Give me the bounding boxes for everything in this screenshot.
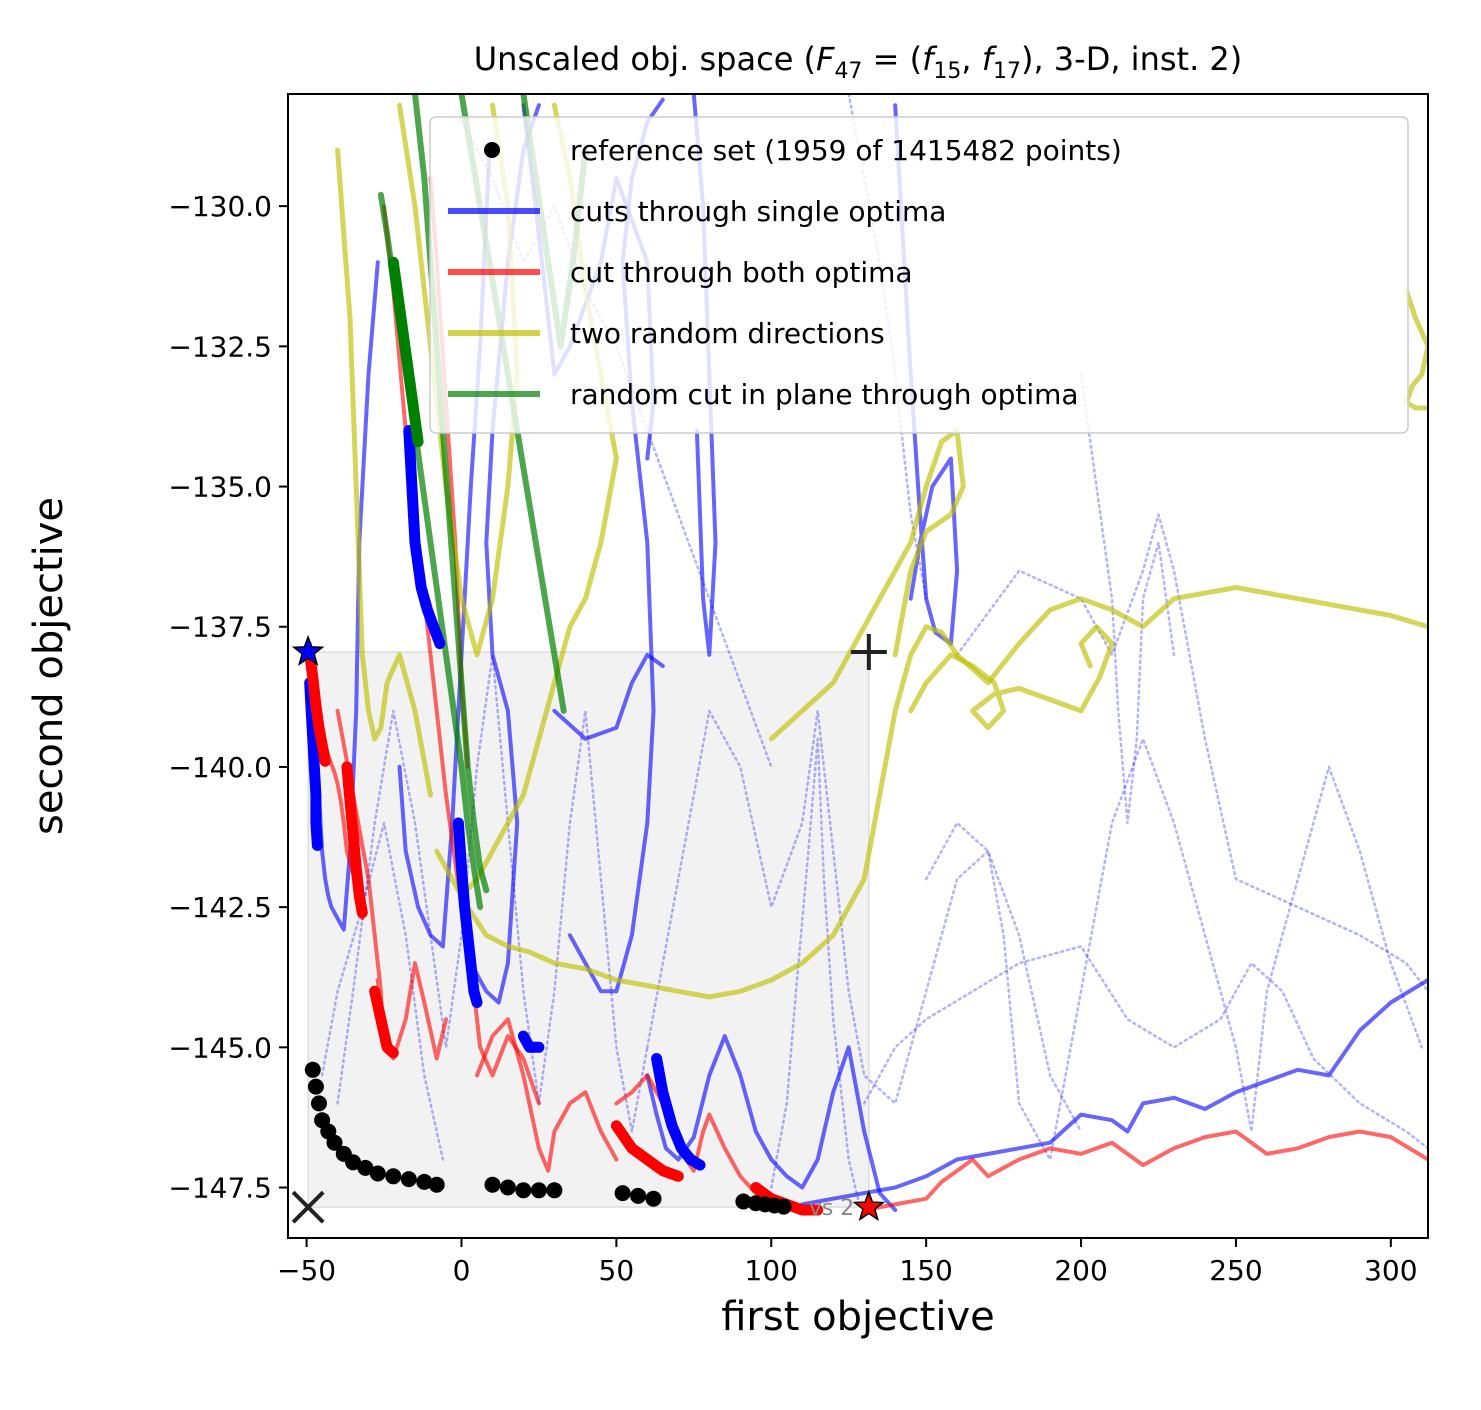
reference-point-21 bbox=[645, 1190, 662, 1207]
y-axis: −130.0 −132.5 −135.0 −137.5 −140.0 −142.5 −145… bbox=[168, 190, 288, 1205]
axes-frame bbox=[287, 93, 1429, 1239]
reference-point-1 bbox=[307, 1078, 324, 1095]
series-1-line-4 bbox=[862, 945, 1428, 1150]
x-axis-title: first objective bbox=[721, 1294, 995, 1340]
dominated-region bbox=[307, 651, 870, 1208]
series-3-line-3 bbox=[768, 428, 966, 742]
series-0-line-5 bbox=[800, 978, 1428, 1207]
highlight-segment-10 bbox=[387, 256, 424, 448]
reference-point-5 bbox=[326, 1134, 343, 1151]
highlight-segment-1 bbox=[403, 425, 446, 650]
y-tick-label: −147.5 bbox=[168, 1172, 272, 1205]
highlight-segment-3 bbox=[651, 1053, 706, 1171]
legend-label-0: reference set (1959 of 1415482 points) bbox=[570, 134, 1122, 167]
legend-box bbox=[429, 116, 1409, 434]
x-tick-label: 200 bbox=[1054, 1254, 1107, 1287]
series-1-line-5 bbox=[770, 737, 860, 1200]
series-0-line-4 bbox=[645, 1034, 898, 1212]
y-tick-label: −140.0 bbox=[168, 751, 272, 784]
legend-label-1: cuts through single optima bbox=[570, 195, 946, 228]
series-1-line-2 bbox=[924, 737, 1424, 1161]
highlight-segment-2 bbox=[452, 817, 483, 1008]
series-1-line-7 bbox=[1079, 373, 1176, 825]
series-1-line-1 bbox=[646, 709, 1083, 1133]
reference-point-0 bbox=[304, 1061, 321, 1078]
reference-point-26 bbox=[775, 1198, 792, 1215]
reference-point-16 bbox=[515, 1182, 532, 1199]
x-tick-label: 0 bbox=[453, 1254, 471, 1287]
y-tick-label: −142.5 bbox=[168, 891, 272, 924]
y-tick-label: −137.5 bbox=[168, 611, 272, 644]
highlight-segment-7 bbox=[369, 985, 399, 1059]
reference-point-22 bbox=[735, 1193, 752, 1210]
x-tick-label: 100 bbox=[745, 1254, 798, 1287]
series-3-line-0 bbox=[335, 147, 433, 798]
reference-point-7 bbox=[345, 1154, 362, 1171]
series-2-line-5 bbox=[862, 1129, 1428, 1212]
x-tick-label: 50 bbox=[599, 1254, 635, 1287]
series-3-line-1 bbox=[434, 585, 1428, 1000]
reference-point-10 bbox=[385, 1168, 402, 1185]
reference-point-8 bbox=[357, 1159, 374, 1176]
reference-point-2 bbox=[311, 1095, 327, 1112]
y-tick-label: −132.5 bbox=[168, 330, 272, 363]
highlight-segment-4 bbox=[517, 1030, 545, 1053]
series-1-line-3 bbox=[955, 513, 1428, 993]
reference-point-11 bbox=[400, 1171, 417, 1188]
y-axis-title: second objective bbox=[26, 497, 72, 835]
x-tick-label: 250 bbox=[1209, 1254, 1262, 1287]
marker-layer bbox=[291, 633, 887, 1224]
series-3-line-5 bbox=[1403, 287, 1428, 411]
y-tick-label: −145.0 bbox=[168, 1031, 272, 1064]
legend-label-4: random cut in plane through optima bbox=[570, 378, 1079, 411]
chart-title: Unscaled obj. space (F47 = (f15, f17), 3… bbox=[474, 40, 1243, 84]
reference-point-18 bbox=[546, 1182, 563, 1199]
series-3-line-2 bbox=[908, 624, 1115, 731]
reference-point-15 bbox=[499, 1179, 516, 1196]
reference-point-20 bbox=[630, 1187, 647, 1204]
highlight-segment-8 bbox=[610, 1120, 684, 1182]
series-2-line-3 bbox=[475, 1017, 619, 1173]
legend-label-3: two random directions bbox=[570, 317, 885, 350]
ideal-point-x-icon bbox=[291, 1190, 325, 1224]
x-axis: −50 0 50 100 150 200 250 300 bbox=[277, 1238, 1418, 1287]
optimum-1-star-icon bbox=[291, 634, 325, 666]
reference-point-12 bbox=[416, 1173, 433, 1190]
reference-point-19 bbox=[614, 1185, 631, 1202]
x-tick-label: −50 bbox=[277, 1254, 336, 1287]
legend-label-2: cut through both optima bbox=[570, 256, 913, 289]
reference-point-14 bbox=[484, 1176, 501, 1193]
highlight-layer bbox=[304, 256, 824, 1216]
nadir-point-plus-icon bbox=[850, 633, 887, 670]
series-1-line-9 bbox=[320, 821, 445, 1161]
series-0-line-9 bbox=[552, 652, 665, 741]
x-tick-label: 300 bbox=[1364, 1254, 1417, 1287]
reference-point-17 bbox=[530, 1182, 547, 1199]
y-tick-label: −130.0 bbox=[168, 190, 272, 223]
optimum-2-star-icon bbox=[852, 1190, 886, 1222]
vs-label: vs 2 bbox=[809, 1196, 854, 1221]
reference-point-13 bbox=[428, 1176, 445, 1193]
legend: reference set (1959 of 1415482 points) cu… bbox=[429, 116, 1409, 434]
highlight-segment-5 bbox=[304, 649, 331, 767]
y-tick-label: −135.0 bbox=[168, 471, 272, 504]
x-tick-label: 150 bbox=[899, 1254, 952, 1287]
highlight-segment-6 bbox=[341, 761, 368, 919]
legend-marker-0 bbox=[484, 142, 500, 158]
reference-set-layer bbox=[304, 1061, 792, 1215]
reference-point-9 bbox=[369, 1165, 386, 1182]
series-1-line-0 bbox=[336, 653, 649, 1133]
